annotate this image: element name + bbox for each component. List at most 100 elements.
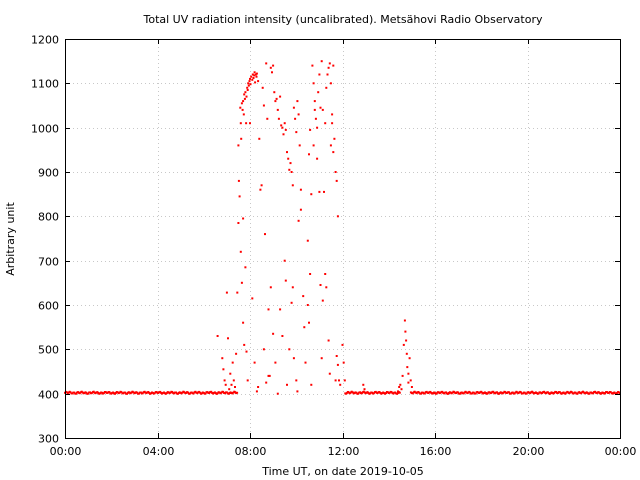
baseline-point (159, 390, 162, 393)
data-point (406, 366, 409, 369)
data-point (397, 390, 399, 393)
data-point (275, 97, 278, 100)
baseline-point (457, 391, 460, 394)
data-point (295, 379, 298, 382)
data-point (264, 233, 266, 236)
data-point (280, 124, 283, 127)
data-point (274, 361, 277, 364)
data-point (289, 162, 292, 165)
y-tick-label: 1200 (31, 34, 59, 47)
data-point (328, 62, 331, 65)
data-point (288, 168, 291, 171)
data-point (297, 113, 300, 116)
data-point (308, 321, 310, 324)
data-point (237, 179, 240, 182)
data-point (326, 73, 329, 76)
data-point (269, 286, 272, 289)
data-point (324, 122, 327, 125)
data-point (272, 64, 275, 67)
data-point (279, 95, 282, 98)
data-point (221, 357, 224, 360)
data-point (242, 113, 245, 116)
data-point (228, 388, 231, 391)
data-point (409, 379, 412, 382)
data-point (247, 84, 250, 87)
data-point (266, 117, 269, 120)
data-point (306, 304, 309, 306)
data-point (277, 117, 280, 120)
y-tick-label: 700 (38, 256, 59, 269)
data-point (236, 291, 239, 294)
baseline-point (423, 392, 426, 395)
y-axis-label: Arbitrary unit (4, 202, 17, 276)
data-point (223, 379, 226, 382)
baseline-point (474, 392, 477, 395)
data-point (294, 117, 297, 120)
baseline-point (141, 392, 144, 395)
baseline-point (385, 392, 387, 395)
baseline-point (102, 392, 105, 395)
data-point (299, 208, 302, 211)
baseline-point (120, 391, 123, 394)
data-point (313, 100, 316, 103)
data-point (240, 102, 243, 105)
data-point (328, 372, 331, 375)
baseline-point (592, 392, 595, 395)
data-point (253, 361, 256, 364)
data-point (246, 86, 249, 89)
data-point (339, 383, 342, 386)
data-point (302, 295, 305, 298)
data-point (309, 128, 312, 131)
data-point (248, 80, 251, 83)
data-point (401, 374, 404, 377)
data-point (237, 222, 240, 224)
data-point (274, 100, 277, 103)
data-point (222, 368, 225, 371)
data-points (64, 60, 621, 395)
baseline-point (153, 392, 156, 395)
data-point (318, 73, 321, 76)
data-point (255, 72, 258, 75)
baseline-point (390, 391, 393, 393)
y-tick-label: 1100 (31, 78, 59, 91)
data-point (309, 273, 312, 275)
baseline-point (558, 391, 561, 394)
baseline-point (171, 391, 174, 393)
data-point (229, 372, 232, 375)
y-tick-label: 1000 (31, 123, 59, 136)
data-point (243, 343, 246, 346)
data-point (310, 193, 313, 196)
data-point (244, 266, 247, 269)
data-point (287, 157, 290, 160)
data-point (230, 383, 233, 386)
data-point (304, 361, 307, 364)
data-point (242, 217, 245, 220)
baseline-point (87, 392, 90, 395)
data-point (262, 348, 265, 351)
data-point (313, 108, 316, 111)
data-point (321, 108, 324, 111)
data-point (240, 281, 243, 284)
baseline-point (609, 391, 612, 394)
data-point (332, 151, 335, 154)
data-point (291, 286, 294, 289)
data-point (239, 106, 242, 109)
chart-title: Total UV radiation intensity (uncalibrat… (143, 13, 543, 26)
baseline-point (187, 391, 189, 394)
data-point (259, 188, 262, 191)
data-point (234, 386, 236, 388)
data-point (235, 352, 238, 355)
data-point (296, 100, 299, 103)
data-point (249, 122, 251, 125)
data-point (321, 299, 324, 302)
data-point (251, 73, 254, 76)
data-point (260, 184, 263, 187)
data-point (243, 97, 246, 100)
data-point (279, 308, 282, 311)
data-point (227, 337, 229, 340)
axis-ticks: 300 400 500 600 700 800 900 1000 1100 1200 00:00 04… (31, 34, 636, 459)
x-tick-label: 12:00 (328, 445, 360, 458)
data-point (410, 386, 413, 388)
data-point (363, 388, 366, 391)
data-point (399, 383, 402, 386)
